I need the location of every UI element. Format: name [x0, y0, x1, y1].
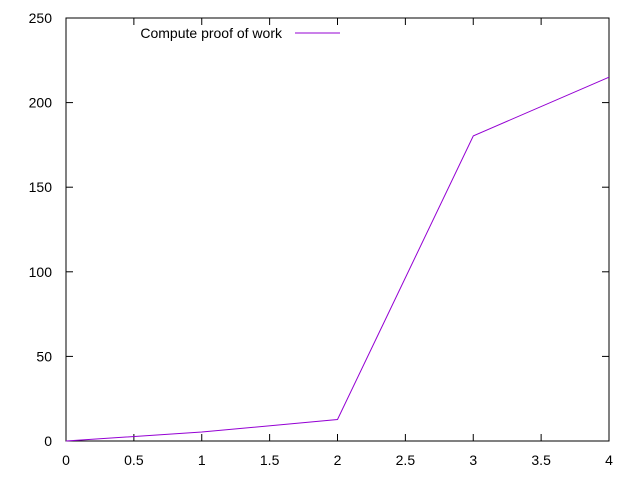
y-axis-ticks: 0 50 100 150 200 250 — [29, 10, 609, 449]
plot-frame — [65, 17, 610, 442]
x-tick-label: 3 — [469, 452, 477, 468]
legend: Compute proof of work — [140, 25, 340, 41]
y-tick-label: 0 — [44, 433, 52, 449]
x-tick-label: 1 — [198, 452, 206, 468]
series-layer — [65, 76, 610, 442]
x-axis-ticks: 0 0.5 1 1.5 2 2.5 3 3.5 4 — [62, 18, 613, 468]
x-tick-label: 0.5 — [124, 452, 144, 468]
y-tick-label: 50 — [36, 348, 52, 364]
x-tick-label: 3.5 — [531, 452, 551, 468]
series-line — [65, 76, 610, 442]
y-tick-label: 200 — [29, 95, 53, 111]
y-tick-label: 250 — [29, 10, 53, 26]
x-tick-label: 2 — [334, 452, 342, 468]
y-tick-label: 100 — [29, 264, 53, 280]
x-tick-label: 1.5 — [260, 452, 280, 468]
x-tick-label: 0 — [62, 452, 70, 468]
y-tick-label: 150 — [29, 179, 53, 195]
x-tick-label: 4 — [605, 452, 613, 468]
x-tick-label: 2.5 — [396, 452, 416, 468]
legend-label: Compute proof of work — [140, 25, 283, 41]
